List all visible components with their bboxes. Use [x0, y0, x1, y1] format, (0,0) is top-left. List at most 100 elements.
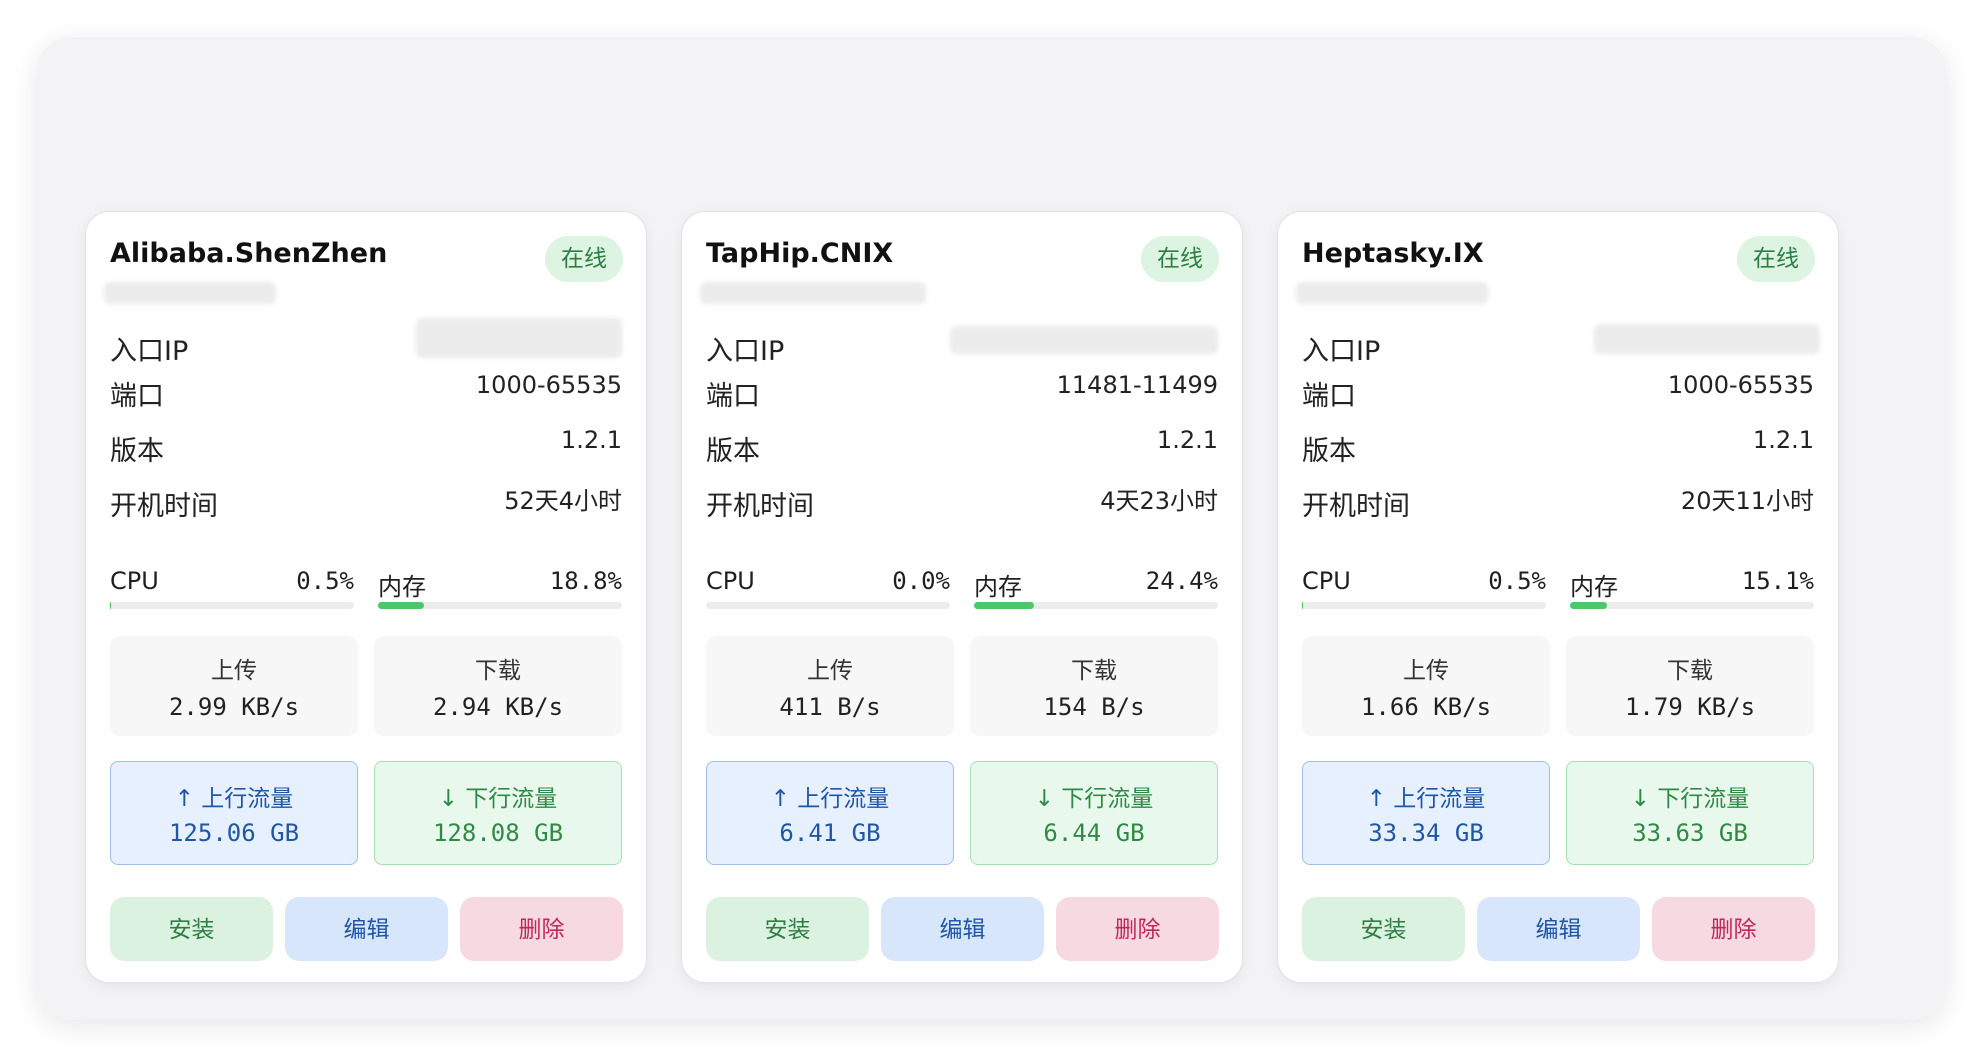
download-label: 下载 [1667, 658, 1713, 684]
memory-label: 内存 [378, 573, 426, 601]
memory-bar-fill [378, 602, 424, 609]
upload-speed: 411 B/s [779, 693, 881, 721]
install-button[interactable]: 安装 [110, 897, 273, 961]
download-speed-box: 下载 154 B/s [970, 636, 1218, 736]
down-traffic-box: ↓ 下行流量 128.08 GB [374, 761, 622, 865]
up-traffic-label: ↑ 上行流量 [770, 786, 890, 812]
memory-label: 内存 [974, 573, 1022, 601]
up-traffic-value: 33.34 GB [1368, 819, 1484, 847]
edit-button[interactable]: 编辑 [1477, 897, 1640, 961]
redacted-entry-ip [1594, 324, 1820, 354]
cpu-bar [1302, 602, 1546, 609]
upload-speed-box: 上传 2.99 KB/s [110, 636, 358, 736]
status-badge: 在线 [1141, 236, 1219, 282]
cpu-label: CPU [110, 567, 159, 595]
version-value: 1.2.1 [1156, 426, 1218, 454]
install-button[interactable]: 安装 [706, 897, 869, 961]
down-traffic-box: ↓ 下行流量 33.63 GB [1566, 761, 1814, 865]
upload-speed: 2.99 KB/s [168, 693, 300, 721]
version-label: 版本 [706, 436, 760, 467]
port-label: 端口 [706, 381, 760, 412]
download-speed: 1.79 KB/s [1624, 693, 1756, 721]
up-traffic-label: ↑ 上行流量 [174, 786, 294, 812]
port-value: 1000-65535 [475, 371, 622, 399]
version-label: 版本 [110, 436, 164, 467]
down-traffic-label: ↓ 下行流量 [1630, 786, 1750, 812]
down-traffic-label: ↓ 下行流量 [438, 786, 558, 812]
memory-bar-fill [974, 602, 1034, 609]
uptime-value: 20天11小时 [1680, 487, 1814, 515]
cpu-bar [110, 602, 354, 609]
redacted-address [1296, 282, 1488, 304]
cpu-bar [706, 602, 950, 609]
memory-value: 18.8% [549, 567, 622, 595]
delete-button[interactable]: 删除 [1056, 897, 1219, 961]
cpu-value: 0.0% [892, 567, 950, 595]
uptime-value: 4天23小时 [1100, 487, 1218, 515]
status-badge: 在线 [545, 236, 623, 282]
memory-label: 内存 [1570, 573, 1618, 601]
download-speed: 2.94 KB/s [432, 693, 564, 721]
install-button[interactable]: 安装 [1302, 897, 1465, 961]
cpu-label: CPU [1302, 567, 1351, 595]
redacted-address [700, 282, 926, 304]
cpu-label: CPU [706, 567, 755, 595]
memory-bar [1570, 602, 1814, 609]
down-traffic-value: 128.08 GB [432, 819, 564, 847]
uptime-value: 52天4小时 [504, 487, 622, 515]
up-traffic-value: 6.41 GB [779, 819, 881, 847]
upload-speed-box: 上传 1.66 KB/s [1302, 636, 1550, 736]
down-traffic-label: ↓ 下行流量 [1034, 786, 1154, 812]
entry-ip-label: 入口IP [1302, 336, 1381, 367]
uptime-label: 开机时间 [706, 491, 814, 522]
upload-label: 上传 [1403, 658, 1449, 684]
memory-bar [974, 602, 1218, 609]
upload-speed-box: 上传 411 B/s [706, 636, 954, 736]
upload-label: 上传 [807, 658, 853, 684]
memory-value: 24.4% [1145, 567, 1218, 595]
port-value: 1000-65535 [1667, 371, 1814, 399]
entry-ip-label: 入口IP [110, 336, 189, 367]
download-label: 下载 [1071, 658, 1117, 684]
up-traffic-box: ↑ 上行流量 125.06 GB [110, 761, 358, 865]
up-traffic-value: 125.06 GB [168, 819, 300, 847]
delete-button[interactable]: 删除 [1652, 897, 1815, 961]
entry-ip-label: 入口IP [706, 336, 785, 367]
port-label: 端口 [1302, 381, 1356, 412]
download-speed-box: 下载 1.79 KB/s [1566, 636, 1814, 736]
version-value: 1.2.1 [1752, 426, 1814, 454]
edit-button[interactable]: 编辑 [881, 897, 1044, 961]
node-name: TapHip.CNIX [706, 238, 894, 269]
memory-bar-fill [1570, 602, 1607, 609]
down-traffic-value: 33.63 GB [1632, 819, 1748, 847]
status-badge: 在线 [1737, 236, 1815, 282]
download-speed-box: 下载 2.94 KB/s [374, 636, 622, 736]
up-traffic-box: ↑ 上行流量 6.41 GB [706, 761, 954, 865]
cpu-bar-fill [110, 602, 112, 609]
cpu-bar-fill [1302, 602, 1304, 609]
version-value: 1.2.1 [560, 426, 622, 454]
cpu-value: 0.5% [296, 567, 354, 595]
node-name: Alibaba.ShenZhen [110, 238, 388, 269]
port-label: 端口 [110, 381, 164, 412]
redacted-entry-ip [416, 318, 622, 358]
uptime-label: 开机时间 [1302, 491, 1410, 522]
edit-button[interactable]: 编辑 [285, 897, 448, 961]
download-speed: 154 B/s [1043, 693, 1145, 721]
upload-speed: 1.66 KB/s [1360, 693, 1492, 721]
uptime-label: 开机时间 [110, 491, 218, 522]
memory-bar [378, 602, 622, 609]
down-traffic-box: ↓ 下行流量 6.44 GB [970, 761, 1218, 865]
node-card: TapHip.CNIX 在线 入口IP 端口 11481-11499 版本 1.2.… [681, 211, 1243, 983]
node-card: Heptasky.IX 在线 入口IP 端口 1000-65535 版本 1.2.1… [1277, 211, 1839, 983]
up-traffic-label: ↑ 上行流量 [1366, 786, 1486, 812]
memory-value: 15.1% [1741, 567, 1814, 595]
upload-label: 上传 [211, 658, 257, 684]
down-traffic-value: 6.44 GB [1043, 819, 1145, 847]
node-name: Heptasky.IX [1302, 238, 1484, 269]
version-label: 版本 [1302, 436, 1356, 467]
port-value: 11481-11499 [1056, 371, 1218, 399]
download-label: 下载 [475, 658, 521, 684]
delete-button[interactable]: 删除 [460, 897, 623, 961]
redacted-entry-ip [950, 326, 1218, 354]
